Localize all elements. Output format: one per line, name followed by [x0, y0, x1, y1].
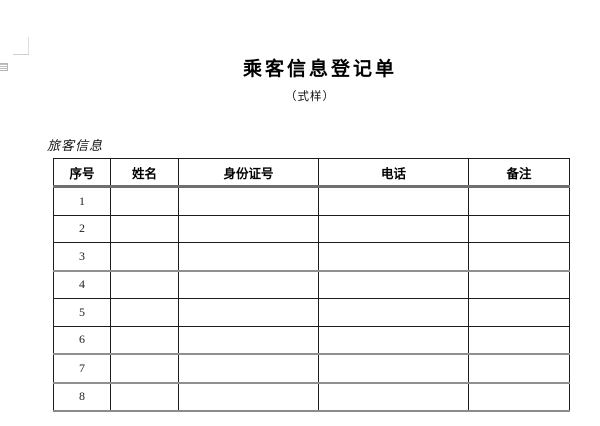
row-number-cell: 4	[53, 270, 111, 299]
name-cell[interactable]	[110, 270, 179, 299]
form-subtitle: （式样）	[285, 91, 335, 103]
column-header-index: 序号	[53, 158, 111, 188]
column-header-id-number: 身份证号	[178, 158, 319, 188]
phone-cell[interactable]	[318, 353, 469, 384]
id-number-cell[interactable]	[178, 353, 319, 384]
name-cell[interactable]	[110, 186, 179, 216]
remarks-cell[interactable]	[468, 270, 570, 299]
table-row: 7	[53, 353, 570, 384]
row-number-cell: 2	[53, 214, 111, 243]
name-cell[interactable]	[110, 382, 179, 412]
id-number-cell[interactable]	[178, 325, 319, 355]
id-number-cell[interactable]	[178, 298, 319, 327]
table-row: 8	[53, 382, 570, 412]
id-number-cell[interactable]	[178, 214, 319, 243]
column-header-remarks: 备注	[468, 158, 570, 188]
table-row: 4	[53, 270, 570, 299]
row-number-cell: 1	[53, 186, 111, 216]
name-cell[interactable]	[110, 325, 179, 355]
remarks-cell[interactable]	[468, 382, 570, 412]
phone-cell[interactable]	[318, 242, 469, 272]
table-row: 1	[53, 186, 570, 216]
id-number-cell[interactable]	[178, 382, 319, 412]
remarks-cell[interactable]	[468, 186, 570, 216]
id-number-cell[interactable]	[178, 270, 319, 299]
table-row: 5	[53, 298, 570, 327]
name-cell[interactable]	[110, 353, 179, 384]
margin-artifact-icon	[0, 63, 8, 71]
passenger-info-table: 序号 姓名 身份证号 电话 备注 1 2	[53, 158, 570, 412]
phone-cell[interactable]	[318, 325, 469, 355]
phone-cell[interactable]	[318, 270, 469, 299]
remarks-cell[interactable]	[468, 242, 570, 272]
column-header-name: 姓名	[110, 158, 179, 188]
column-header-phone: 电话	[318, 158, 469, 188]
header-row: 序号 姓名 身份证号 电话 备注	[53, 158, 570, 188]
page-corner-mark-horizontal	[13, 54, 29, 55]
table-row: 3	[53, 242, 570, 272]
page-corner-mark-vertical	[28, 37, 29, 55]
passenger-table-container: 序号 姓名 身份证号 电话 备注 1 2	[53, 158, 570, 412]
name-cell[interactable]	[110, 242, 179, 272]
table-row: 2	[53, 214, 570, 243]
phone-cell[interactable]	[318, 298, 469, 327]
name-cell[interactable]	[110, 298, 179, 327]
id-number-cell[interactable]	[178, 242, 319, 272]
table-row: 6	[53, 325, 570, 355]
name-cell[interactable]	[110, 214, 179, 243]
phone-cell[interactable]	[318, 186, 469, 216]
form-title: 乘客信息登记单	[242, 59, 397, 80]
id-number-cell[interactable]	[178, 186, 319, 216]
section-label: 旅客信息	[47, 138, 104, 153]
row-number-cell: 6	[53, 325, 111, 355]
phone-cell[interactable]	[318, 382, 469, 412]
remarks-cell[interactable]	[468, 325, 570, 355]
row-number-cell: 5	[53, 298, 111, 327]
row-number-cell: 3	[53, 242, 111, 272]
phone-cell[interactable]	[318, 214, 469, 243]
remarks-cell[interactable]	[468, 353, 570, 384]
remarks-cell[interactable]	[468, 298, 570, 327]
remarks-cell[interactable]	[468, 214, 570, 243]
row-number-cell: 7	[53, 353, 111, 384]
row-number-cell: 8	[53, 382, 111, 412]
